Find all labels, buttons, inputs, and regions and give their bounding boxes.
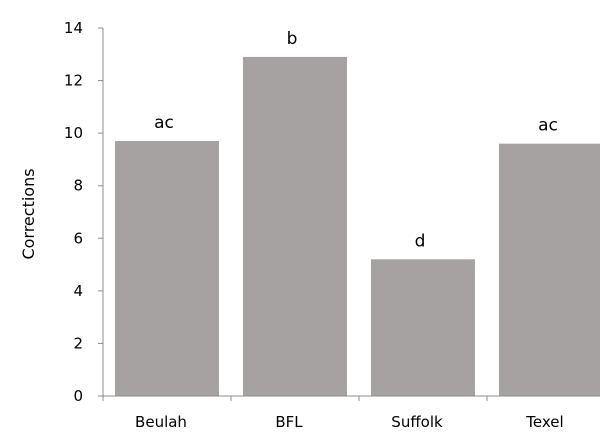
x-tick-label-suffolk: Suffolk [391, 413, 443, 431]
bar-annotation-bfl: b [287, 29, 298, 49]
bar-beulah [115, 141, 219, 396]
bar-annotation-texel: ac [538, 116, 558, 136]
x-tick-label-bfl: BFL [275, 413, 303, 431]
y-tick-label: 12 [64, 72, 83, 90]
y-tick-label: 10 [64, 124, 83, 142]
y-tick-label: 8 [73, 177, 83, 195]
y-axis: 0 2 4 6 8 10 12 14 [64, 19, 104, 405]
y-tick-label: 2 [73, 334, 83, 352]
y-tick-label: 0 [73, 387, 83, 405]
y-tick-label: 6 [73, 229, 83, 247]
y-tick-label: 14 [64, 19, 83, 37]
x-tick-label-beulah: Beulah [135, 413, 187, 431]
bars [115, 56, 600, 397]
bar-suffolk [371, 259, 475, 396]
x-tick-label-texel: Texel [525, 413, 563, 431]
bar-annotation-suffolk: d [415, 231, 426, 251]
bar-bfl [243, 56, 347, 397]
bar-annotation-beulah: ac [154, 113, 174, 133]
y-tick-label: 4 [73, 282, 83, 300]
bar-texel [499, 143, 600, 396]
data-labels: ac b d ac [154, 29, 558, 251]
x-axis: Beulah BFL Suffolk Texel [102, 395, 600, 431]
y-axis-title: Corrections [19, 168, 38, 259]
